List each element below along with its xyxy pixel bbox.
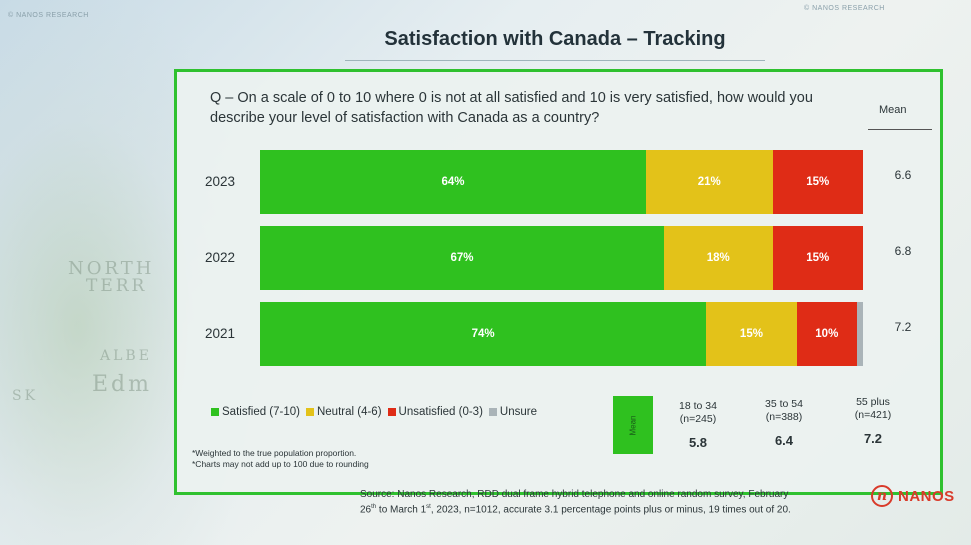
bar-value-label: 21% (697, 176, 721, 188)
source-rest: , 2023, n=1012, accurate 3.1 percentage … (430, 504, 791, 516)
age-group-mean: 7.2 (863, 431, 883, 446)
legend-swatch-unsure (488, 408, 497, 416)
bar-value-label: 15% (806, 176, 830, 188)
bar-row-2021: 74% 15% 10% (260, 302, 863, 366)
bar-value-label: 67% (450, 252, 474, 264)
bar-segment-unsatisfied: 15% (772, 226, 863, 290)
source-sup: th (371, 504, 377, 510)
bar-value-label: 74% (471, 328, 495, 340)
slide-title: Satisfaction with Canada – Tracking (384, 28, 726, 50)
legend-item: Satisfied (7-10) (211, 406, 300, 418)
bar-value-label: 64% (441, 176, 465, 188)
chart-legend: Satisfied (7-10) Neutral (4-6) Unsatisfi… (211, 406, 537, 418)
bar-segment-unsure (856, 302, 863, 366)
bar-segment-unsatisfied: 10% (796, 302, 857, 366)
mean-header-rule (868, 129, 932, 130)
source-line: Source: Nanos Research, RDD dual frame h… (360, 489, 789, 500)
bar-segment-neutral: 15% (706, 302, 797, 366)
bar-value-label: 10% (815, 328, 839, 340)
bar-value-label: 15% (739, 328, 763, 340)
map-word: NORTH (68, 258, 155, 279)
legend-item: Unsatisfied (0-3) (387, 406, 483, 418)
source-mid: to March 1 (376, 504, 427, 516)
bar-segment-satisfied: 64% (260, 150, 646, 214)
age-group-label: 35 to 54 (765, 398, 803, 410)
footnote: *Charts may not add up to 100 due to rou… (192, 459, 369, 469)
legend-item: Unsure (488, 406, 537, 418)
year-label: 2023 (205, 174, 236, 189)
year-label: 2021 (205, 326, 236, 341)
map-word: ALBE (100, 348, 152, 364)
legend-swatch-satisfied (211, 408, 219, 416)
bar-segment-neutral: 18% (664, 226, 773, 290)
nanos-logo-icon: n (871, 485, 893, 507)
legend-label: Unsatisfied (0-3) (398, 406, 483, 418)
brand-watermark: © NANOS RESEARCH (8, 12, 89, 19)
source-note: Source: Nanos Research, RDD dual frame h… (360, 488, 860, 516)
nanos-logo: n NANOS (871, 485, 955, 507)
legend-swatch-neutral (305, 408, 314, 416)
age-group-sample: (n=388) (765, 411, 803, 423)
bar-value-label: 15% (806, 252, 830, 264)
title-divider (345, 60, 765, 61)
age-group-sample: (n=421) (854, 409, 892, 421)
source-day: 26 (360, 504, 372, 516)
age-mean-box-label: Mean (628, 414, 638, 436)
bar-segment-unsatisfied: 15% (772, 150, 863, 214)
age-group-column: 55 plus (n=421) 7.2 (838, 396, 908, 446)
legend-label: Unsure (499, 406, 537, 418)
mean-value: 7.2 (894, 320, 912, 334)
bar-row-2022: 67% 18% 15% (260, 226, 863, 290)
map-word: SK (12, 388, 39, 404)
bar-segment-satisfied: 74% (260, 302, 707, 366)
age-group-column: 35 to 54 (n=388) 6.4 (749, 398, 819, 448)
mean-value: 6.6 (894, 168, 912, 182)
mean-column-header: Mean (879, 104, 907, 116)
age-group-label: 18 to 34 (679, 400, 717, 412)
bar-value-label: 18% (706, 252, 730, 264)
year-label: 2022 (205, 250, 236, 265)
age-group-mean: 5.8 (688, 435, 708, 450)
bar-segment-satisfied: 67% (260, 226, 664, 290)
footnote: *Weighted to the true population proport… (192, 448, 357, 458)
age-group-mean: 6.4 (774, 433, 794, 448)
age-group-label: 55 plus (856, 396, 890, 408)
bar-row-2023: 64% 21% 15% (260, 150, 863, 214)
legend-label: Neutral (4-6) (316, 406, 382, 418)
map-word: Edm (92, 372, 153, 397)
brand-watermark: © NANOS RESEARCH (804, 5, 885, 12)
footnotes: *Weighted to the true population proport… (192, 448, 369, 470)
legend-item: Neutral (4-6) (305, 406, 382, 418)
legend-swatch-unsatisfied (387, 408, 396, 416)
question-text: Q – On a scale of 0 to 10 where 0 is not… (210, 90, 813, 126)
mean-value: 6.8 (894, 244, 912, 258)
source-sup: st (426, 504, 431, 510)
bar-segment-neutral: 21% (645, 150, 773, 214)
map-word: TERR (86, 276, 148, 296)
age-group-column: 18 to 34 (n=245) 5.8 (663, 400, 733, 450)
age-mean-box: Mean (613, 396, 653, 454)
nanos-logo-text: NANOS (898, 487, 955, 505)
age-group-sample: (n=245) (679, 413, 717, 425)
legend-label: Satisfied (7-10) (222, 406, 300, 418)
